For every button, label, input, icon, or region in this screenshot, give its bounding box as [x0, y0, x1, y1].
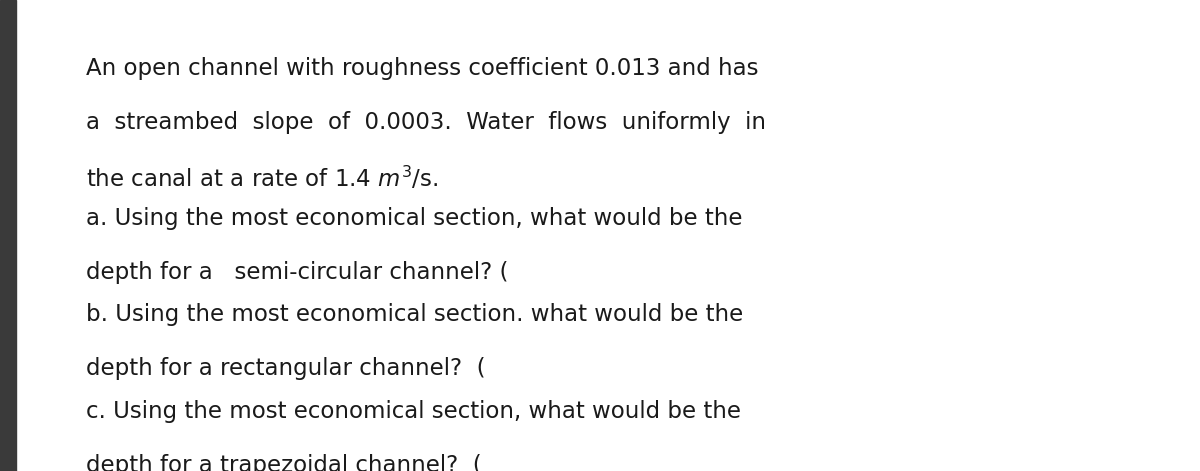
Text: c. Using the most economical section, what would be the: c. Using the most economical section, wh…	[86, 399, 742, 422]
Bar	[0, 0, 16, 471]
Text: An open channel with roughness coefficient 0.013 and has: An open channel with roughness coefficie…	[86, 57, 758, 80]
Text: depth for a trapezoidal channel?  (: depth for a trapezoidal channel? (	[86, 454, 482, 471]
Text: a. Using the most economical section, what would be the: a. Using the most economical section, wh…	[86, 207, 743, 230]
Text: depth for a   semi-circular channel? (: depth for a semi-circular channel? (	[86, 261, 509, 284]
Text: a  streambed  slope  of  0.0003.  Water  flows  uniformly  in: a streambed slope of 0.0003. Water flows…	[86, 111, 767, 134]
Text: b. Using the most economical section. what would be the: b. Using the most economical section. wh…	[86, 303, 744, 326]
Text: depth for a rectangular channel?  (: depth for a rectangular channel? (	[86, 357, 486, 381]
Text: the canal at a rate of 1.4 $\mathit{m}^{3}$/s.: the canal at a rate of 1.4 $\mathit{m}^{…	[86, 165, 439, 192]
